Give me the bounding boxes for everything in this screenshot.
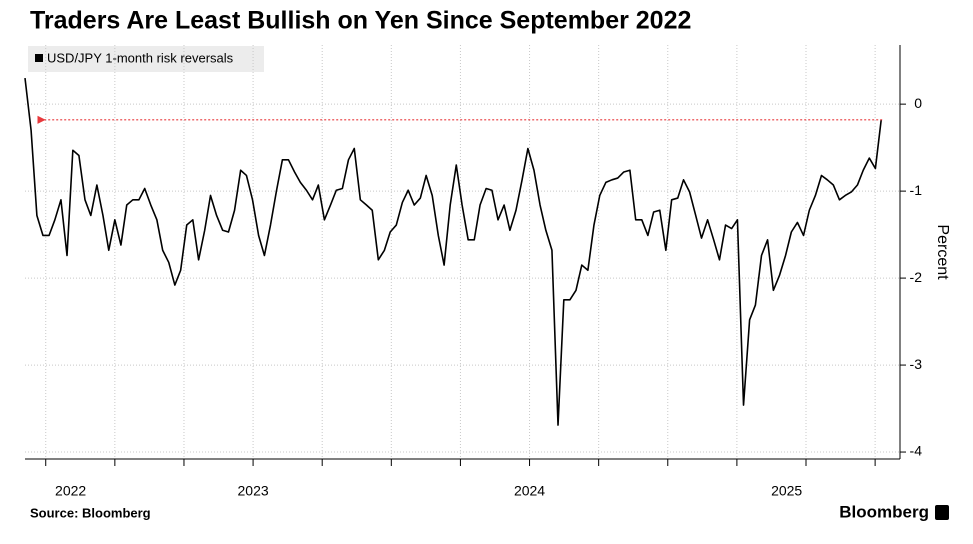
y-tick-label: -3 [910, 356, 923, 372]
x-tick-label: 2022 [55, 483, 86, 499]
y-tick-label: -4 [910, 443, 923, 459]
y-tick-label: -1 [910, 182, 923, 198]
y-tick-label: 0 [914, 95, 922, 111]
line [24, 77, 882, 426]
x-tick-label: 2024 [514, 483, 545, 499]
brand: Bloomberg [839, 502, 929, 521]
y-axis-label: Percent [934, 224, 951, 280]
chart-title: Traders Are Least Bullish on Yen Since S… [30, 7, 691, 35]
y-tick-label: -2 [910, 269, 923, 285]
source: Source: Bloomberg [30, 505, 151, 520]
x-tick-label: 2023 [238, 483, 269, 499]
legend-box [28, 46, 264, 72]
legend-swatch [35, 54, 43, 62]
brand-icon [935, 505, 949, 520]
x-tick-label: 2025 [771, 483, 802, 499]
legend-label: USD/JPY 1-month risk reversals [47, 50, 234, 65]
